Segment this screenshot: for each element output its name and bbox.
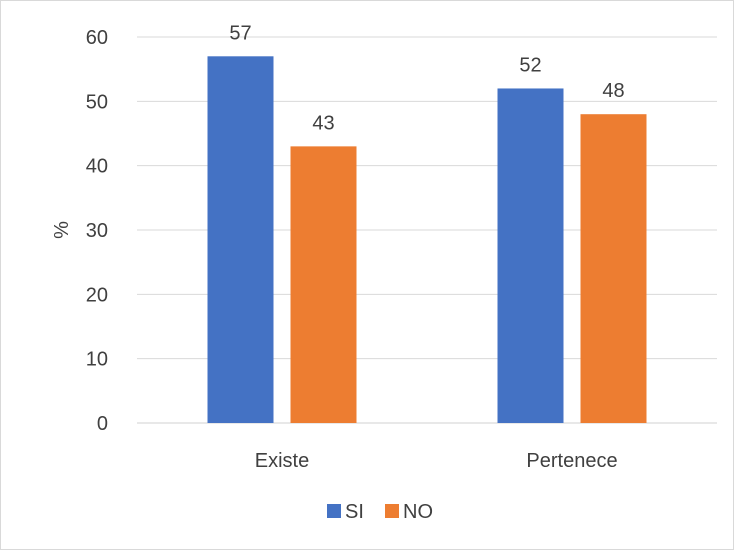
bar-no-existe: [290, 146, 357, 423]
y-axis-title: %: [51, 221, 73, 239]
legend-swatch: [327, 504, 341, 518]
legend-swatch: [385, 504, 399, 518]
y-tick-label: 60: [86, 27, 108, 49]
y-tick-label: 50: [86, 91, 108, 113]
bars: [207, 56, 647, 424]
x-category-label: Pertenece: [526, 450, 617, 472]
legend-label: SI: [345, 501, 364, 523]
y-tick-label: 40: [86, 156, 108, 178]
y-tick-label: 10: [86, 349, 108, 371]
x-axis-categories: Existe Pertenece: [255, 450, 618, 472]
data-label: 52: [519, 54, 541, 76]
data-label: 48: [602, 80, 624, 102]
data-label: 43: [312, 112, 334, 134]
y-tick-label: 0: [97, 413, 108, 435]
bar-si-existe: [207, 56, 274, 424]
bar-no-pertenece: [580, 114, 647, 423]
data-label: 57: [229, 22, 251, 44]
legend: SI NO: [327, 501, 433, 523]
bar-si-pertenece: [497, 88, 564, 423]
data-labels: 57 43 52 48: [229, 22, 624, 134]
y-tick-label: 20: [86, 284, 108, 306]
y-axis-ticks: 0 10 20 30 40 50 60: [86, 27, 108, 435]
legend-label: NO: [403, 501, 433, 523]
x-category-label: Existe: [255, 450, 309, 472]
y-tick-label: 30: [86, 220, 108, 242]
